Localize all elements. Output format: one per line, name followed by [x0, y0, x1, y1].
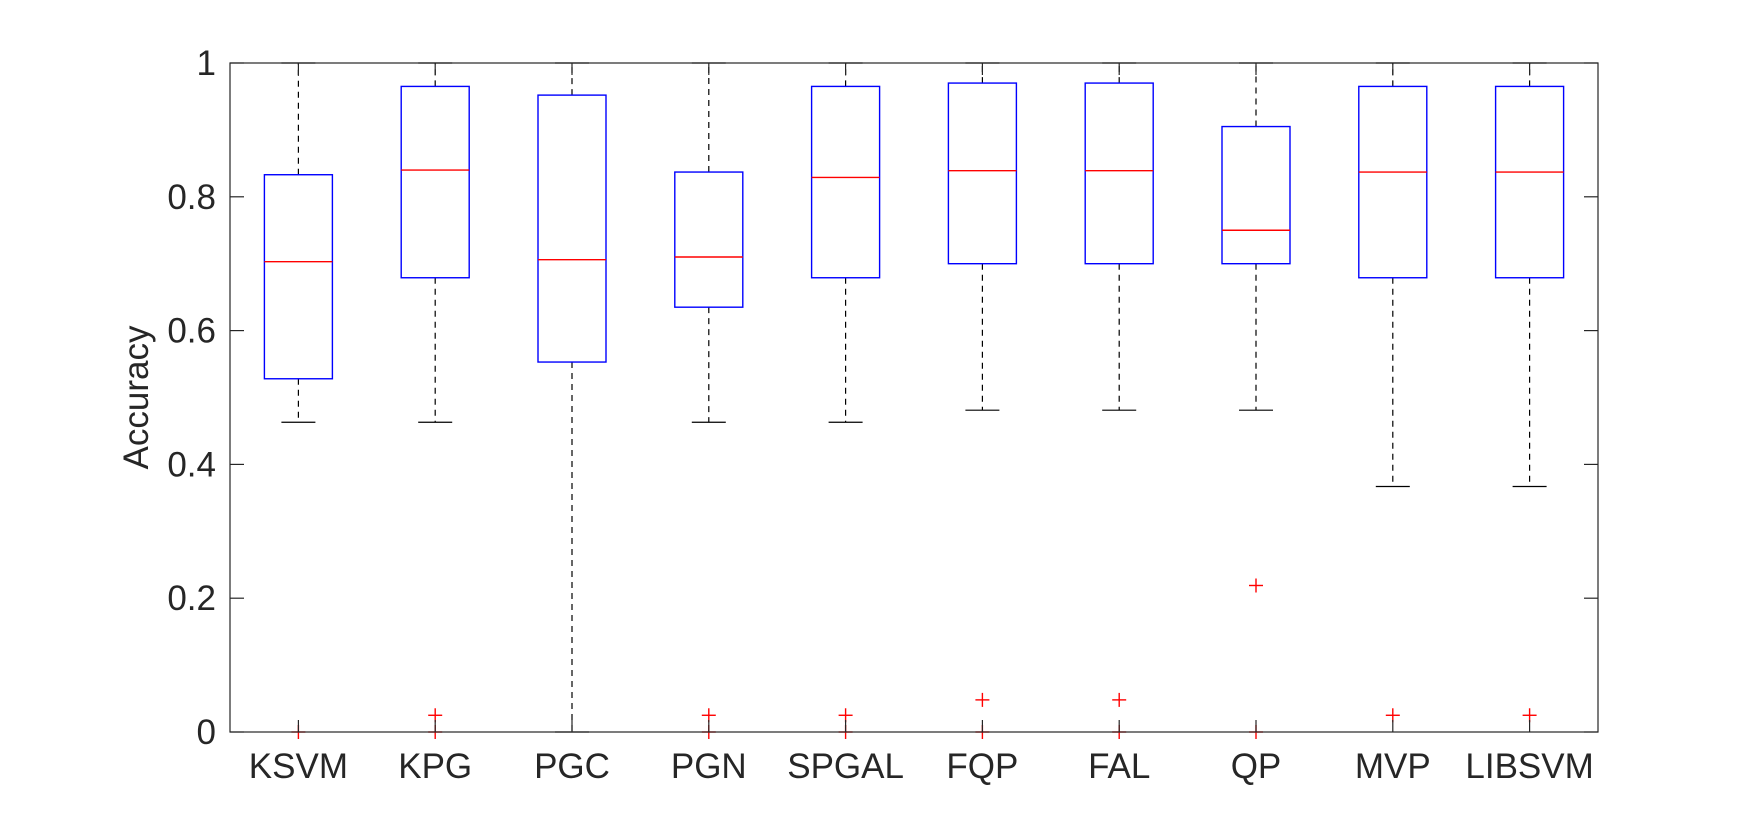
x-tick-label-ksvm: KSVM	[249, 747, 348, 786]
chart-marks	[263, 62, 1565, 739]
y-tick-label: 0.8	[167, 178, 216, 217]
iqr-box	[1084, 82, 1154, 265]
x-tick-label-pgn: PGN	[671, 747, 747, 786]
y-tick-label: 0	[197, 713, 216, 752]
outlier-marker	[701, 708, 716, 723]
outlier-marker	[1249, 578, 1263, 593]
iqr-box	[263, 174, 334, 380]
x-tick-label-spgal: SPGAL	[787, 747, 904, 786]
outlier-marker	[1112, 692, 1127, 707]
iqr-box	[810, 85, 881, 279]
x-tick-label-fqp: FQP	[946, 747, 1018, 786]
outlier-marker	[428, 708, 443, 723]
y-tick-label: 0.4	[167, 445, 216, 484]
outlier-marker	[1385, 708, 1400, 723]
x-tick-label-fal: FAL	[1088, 747, 1150, 786]
y-tick-label: 0.6	[167, 312, 216, 351]
iqr-box	[400, 85, 470, 279]
outlier-marker	[975, 692, 990, 707]
box-group-libsvm	[1494, 62, 1565, 723]
x-tick-label-mvp: MVP	[1355, 747, 1431, 786]
iqr-box	[537, 94, 607, 363]
x-tick-label-libsvm: LIBSVM	[1465, 747, 1593, 786]
iqr-box	[1221, 125, 1291, 265]
box-group-ksvm	[263, 62, 334, 739]
outlier-marker	[838, 708, 853, 723]
y-tick-label: 1	[197, 44, 216, 83]
y-axis-title: Accuracy	[117, 325, 156, 469]
chart-axes: KSVM KPG PGC PGN SPGAL FQP FAL QP MVP LIBSVM 0 0.2 0…	[167, 44, 1598, 786]
x-tick-label-kpg: KPG	[398, 747, 472, 786]
plot-area-frame	[229, 62, 1599, 733]
x-tick-label-pgc: PGC	[534, 747, 610, 786]
outlier-marker	[1522, 708, 1537, 723]
x-tick-label-qp: QP	[1231, 747, 1282, 786]
iqr-box	[1494, 85, 1565, 279]
iqr-box	[947, 82, 1018, 265]
iqr-box	[1358, 85, 1428, 279]
y-tick-label: 0.2	[167, 579, 216, 618]
iqr-box	[674, 171, 744, 308]
